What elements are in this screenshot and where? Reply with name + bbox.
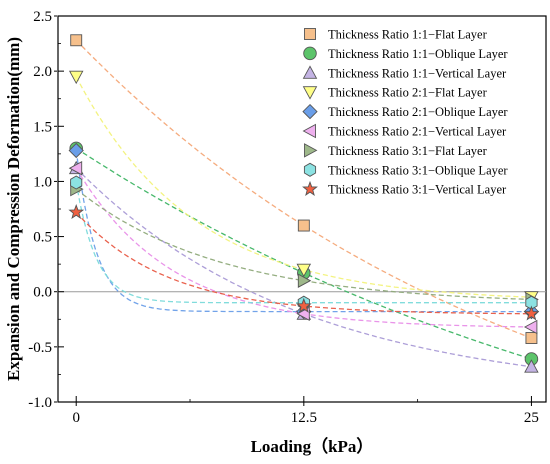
legend-entry: Thickness Ratio 2:1−Vertical Layer <box>302 123 507 139</box>
data-point <box>70 175 83 190</box>
legend-label: Thickness Ratio 3:1−Vertical Layer <box>328 183 507 197</box>
legend-entry: Thickness Ratio 1:1−Oblique Layer <box>303 46 508 61</box>
y-tick-label: -0.5 <box>28 340 52 356</box>
data-point <box>68 160 83 176</box>
data-point <box>525 332 538 344</box>
legend-entry: Thickness Ratio 3:1−Vertical Layer <box>302 180 507 197</box>
y-tick-label: 0.0 <box>33 285 52 301</box>
data-point <box>523 305 540 321</box>
fit-curve <box>75 39 532 339</box>
legend-entry: Thickness Ratio 2:1−Oblique Layer <box>302 103 508 120</box>
data-point <box>68 142 84 159</box>
legend-label: Thickness Ratio 1:1−Flat Layer <box>328 28 488 42</box>
y-tick-label: 1.0 <box>33 174 52 190</box>
legend-label: Thickness Ratio 2:1−Vertical Layer <box>328 125 507 139</box>
legend-marker <box>303 46 317 61</box>
axes-layer: -1.0 -0.5 0.0 0.5 1.0 1.5 2.0 2.5 0 12.5 25 <box>28 9 547 426</box>
data-points-layer <box>68 34 540 373</box>
legend-label: Thickness Ratio 3:1−Oblique Layer <box>328 163 508 177</box>
y-axis-title: Expansion and Compression Deformation(mm… <box>4 37 23 381</box>
legend-marker <box>302 65 318 79</box>
legend-marker <box>302 180 318 196</box>
data-point <box>524 359 539 373</box>
data-point <box>523 319 538 335</box>
legend-label: Thickness Ratio 2:1−Oblique Layer <box>328 105 508 119</box>
legend-marker <box>303 162 317 177</box>
data-point <box>297 273 312 288</box>
legend-entry: Thickness Ratio 1:1−Vertical Layer <box>302 65 507 80</box>
x-tick-label: 0 <box>72 410 80 426</box>
data-point <box>297 219 310 232</box>
data-point <box>295 297 312 313</box>
legend-entry: Thickness Ratio 2:1−Flat Layer <box>302 86 488 100</box>
legend-label: Thickness Ratio 3:1−Flat Layer <box>328 144 488 158</box>
x-axis-title: Loading（kPa） <box>251 436 374 456</box>
legend-entry: Thickness Ratio 3:1−Oblique Layer <box>303 162 508 177</box>
x-tick-label: 25 <box>524 410 539 426</box>
legend-label: Thickness Ratio 1:1−Vertical Layer <box>328 66 507 80</box>
legend-marker <box>302 86 318 100</box>
legend-entry: Thickness Ratio 1:1−Flat Layer <box>304 28 488 42</box>
legend-entry: Thickness Ratio 3:1−Flat Layer <box>304 143 488 158</box>
y-tick-label: 2.0 <box>33 64 52 80</box>
y-tick-label: 0.5 <box>33 230 52 246</box>
legend-marker <box>302 123 316 139</box>
legend: Thickness Ratio 1:1−Flat Layer Thickness … <box>302 28 508 197</box>
legend-marker <box>304 143 318 158</box>
legend-label: Thickness Ratio 2:1−Flat Layer <box>328 86 488 100</box>
data-point <box>296 263 312 278</box>
data-point <box>70 34 83 47</box>
fit-curve <box>75 182 532 304</box>
y-tick-label: 2.5 <box>33 9 52 25</box>
legend-marker <box>302 103 318 120</box>
legend-marker <box>304 28 316 40</box>
data-point <box>68 70 84 85</box>
legend-label: Thickness Ratio 1:1−Oblique Layer <box>328 47 508 61</box>
fit-curve <box>75 147 532 360</box>
x-tick-label: 12.5 <box>291 410 317 426</box>
y-tick-label: 1.5 <box>33 119 52 135</box>
y-tick-label: -1.0 <box>28 395 52 411</box>
data-point <box>68 204 85 220</box>
